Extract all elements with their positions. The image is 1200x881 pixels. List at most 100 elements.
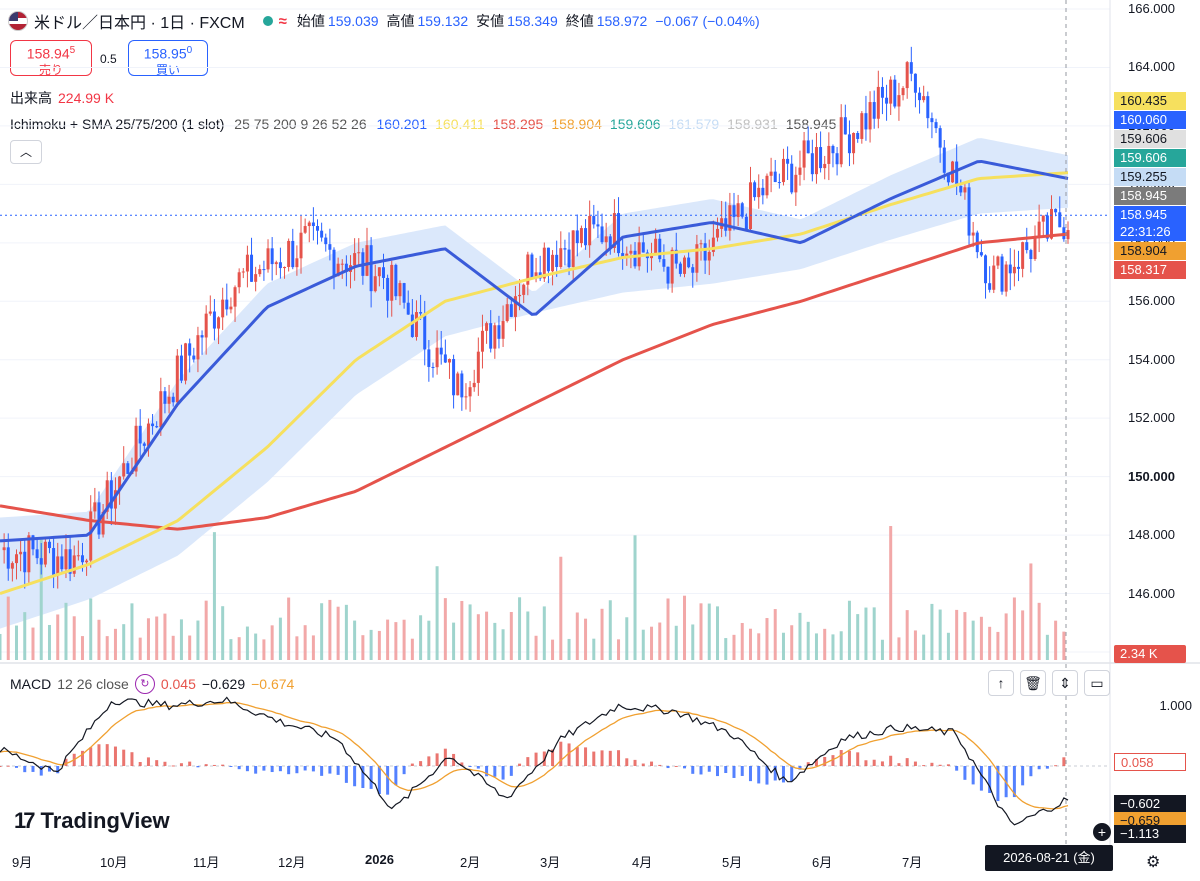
- macd-histogram-bar: [245, 766, 249, 772]
- macd-histogram-bar: [955, 766, 959, 771]
- candle-body: [52, 548, 56, 576]
- candle-body: [814, 147, 818, 175]
- volume-bar: [163, 613, 167, 660]
- candle-body: [142, 443, 146, 446]
- candle-body: [629, 250, 633, 254]
- candle-body: [897, 95, 901, 107]
- candle-body: [794, 174, 798, 193]
- volume-legend[interactable]: 出来高 224.99 K: [10, 88, 114, 108]
- candle-body: [204, 313, 208, 338]
- volume-bar: [146, 618, 150, 660]
- macd-histogram-bar: [658, 764, 662, 766]
- candle-body: [555, 254, 559, 268]
- move-up-button[interactable]: ↑: [988, 670, 1014, 696]
- macd-histogram-bar: [930, 762, 934, 766]
- macd-histogram-bar: [971, 766, 975, 785]
- macd-histogram-bar: [122, 749, 126, 766]
- macd-histogram-bar: [501, 766, 505, 780]
- candle-body: [740, 203, 744, 217]
- candle-body: [241, 271, 245, 273]
- volume-bar: [476, 614, 480, 660]
- candle-body: [913, 73, 917, 93]
- collapse-pane-button[interactable]: ⇕: [1052, 670, 1078, 696]
- volume-bar: [386, 619, 390, 660]
- macd-histogram-bar: [212, 764, 216, 766]
- price-tick: 166.000: [1128, 1, 1175, 16]
- candle-body: [476, 351, 480, 383]
- candle-body: [1037, 221, 1041, 238]
- macd-histogram-bar: [781, 766, 785, 783]
- volume-bar: [1029, 563, 1033, 660]
- volume-bar: [732, 634, 736, 660]
- candle-body: [757, 187, 761, 198]
- volume-bar: [39, 538, 43, 660]
- candle-body: [522, 284, 526, 295]
- candle-body: [122, 463, 126, 477]
- indicator-value: 160.201: [376, 116, 428, 132]
- delete-button[interactable]: 🗑: [1020, 670, 1046, 696]
- candle-body: [984, 255, 988, 284]
- candle-body: [926, 96, 930, 119]
- candle-body: [744, 216, 748, 230]
- candle-body: [31, 535, 35, 550]
- macd-histogram-bar: [946, 764, 950, 766]
- add-plus-icon[interactable]: +: [1093, 823, 1111, 841]
- candle-body: [381, 267, 385, 278]
- volume-bar: [122, 624, 126, 660]
- volume-bar: [254, 633, 258, 660]
- price-tag: 159.606: [1114, 149, 1186, 167]
- time-tick: 2026: [365, 852, 394, 867]
- settings-loop-icon[interactable]: ↻: [134, 674, 155, 694]
- candle-body: [748, 182, 752, 230]
- candle-body: [835, 153, 839, 165]
- candle-body: [468, 387, 472, 397]
- time-axis[interactable]: 9月 10月 11月 12月 2026 2月 3月 4月 5月 6月 7月: [0, 0, 1110, 881]
- candle-body: [328, 244, 332, 250]
- candle-body: [27, 535, 31, 573]
- candle-body: [501, 321, 505, 339]
- macd-histogram-bar: [765, 766, 769, 785]
- volume-bar: [872, 607, 876, 660]
- candle-body: [612, 213, 616, 248]
- candle-body: [19, 551, 23, 555]
- settings-gear-icon[interactable]: ⚙: [1146, 854, 1161, 871]
- candle-body: [14, 554, 18, 564]
- us-flag-icon: [8, 11, 28, 31]
- wave-icon: ≈: [278, 12, 287, 30]
- macd-histogram-bar: [559, 741, 563, 766]
- volume-bar: [171, 635, 175, 660]
- candle-body: [398, 283, 402, 297]
- macd-histogram-bar: [6, 765, 10, 767]
- macd-legend[interactable]: MACD 12 26 close ↻ 0.045 −0.629 −0.674: [10, 674, 294, 694]
- symbol-title[interactable]: 米ドル／日本円 · 1日 · FXCM: [34, 15, 245, 32]
- sell-button[interactable]: 158.945 売り: [10, 40, 92, 77]
- volume-bar: [188, 635, 192, 660]
- macd-histogram-bar: [724, 766, 728, 773]
- collapse-legend-button[interactable]: ︿: [10, 140, 42, 164]
- macd-histogram-bar: [311, 766, 315, 772]
- volume-bar: [889, 526, 893, 660]
- time-tick: 6月: [812, 855, 833, 870]
- volume-bar: [328, 599, 332, 660]
- buy-button[interactable]: 158.950 買い: [128, 40, 208, 77]
- macd-histogram-bar: [567, 743, 571, 766]
- macd-histogram-bar: [856, 752, 860, 766]
- volume-bar: [229, 639, 233, 660]
- price-tag: 159.606: [1114, 130, 1186, 148]
- macd-histogram-bar: [625, 758, 629, 766]
- candle-body: [670, 249, 674, 284]
- candle-body: [790, 163, 794, 193]
- candle-body: [934, 122, 938, 129]
- indicator-legend[interactable]: Ichimoku + SMA 25/75/200 (1 slot) 25 75 …: [10, 116, 850, 132]
- macd-axis-tick: 1.000: [1159, 698, 1192, 713]
- macd-histogram-bar: [988, 766, 992, 793]
- volume-bar: [0, 633, 2, 660]
- volume-bar: [847, 600, 851, 660]
- volume-bar: [625, 617, 629, 660]
- candle-body: [394, 264, 398, 297]
- candle-body: [551, 254, 555, 272]
- candle-body: [278, 262, 282, 269]
- maximize-pane-button[interactable]: ▭: [1084, 670, 1110, 696]
- price-tick: 146.000: [1128, 585, 1175, 601]
